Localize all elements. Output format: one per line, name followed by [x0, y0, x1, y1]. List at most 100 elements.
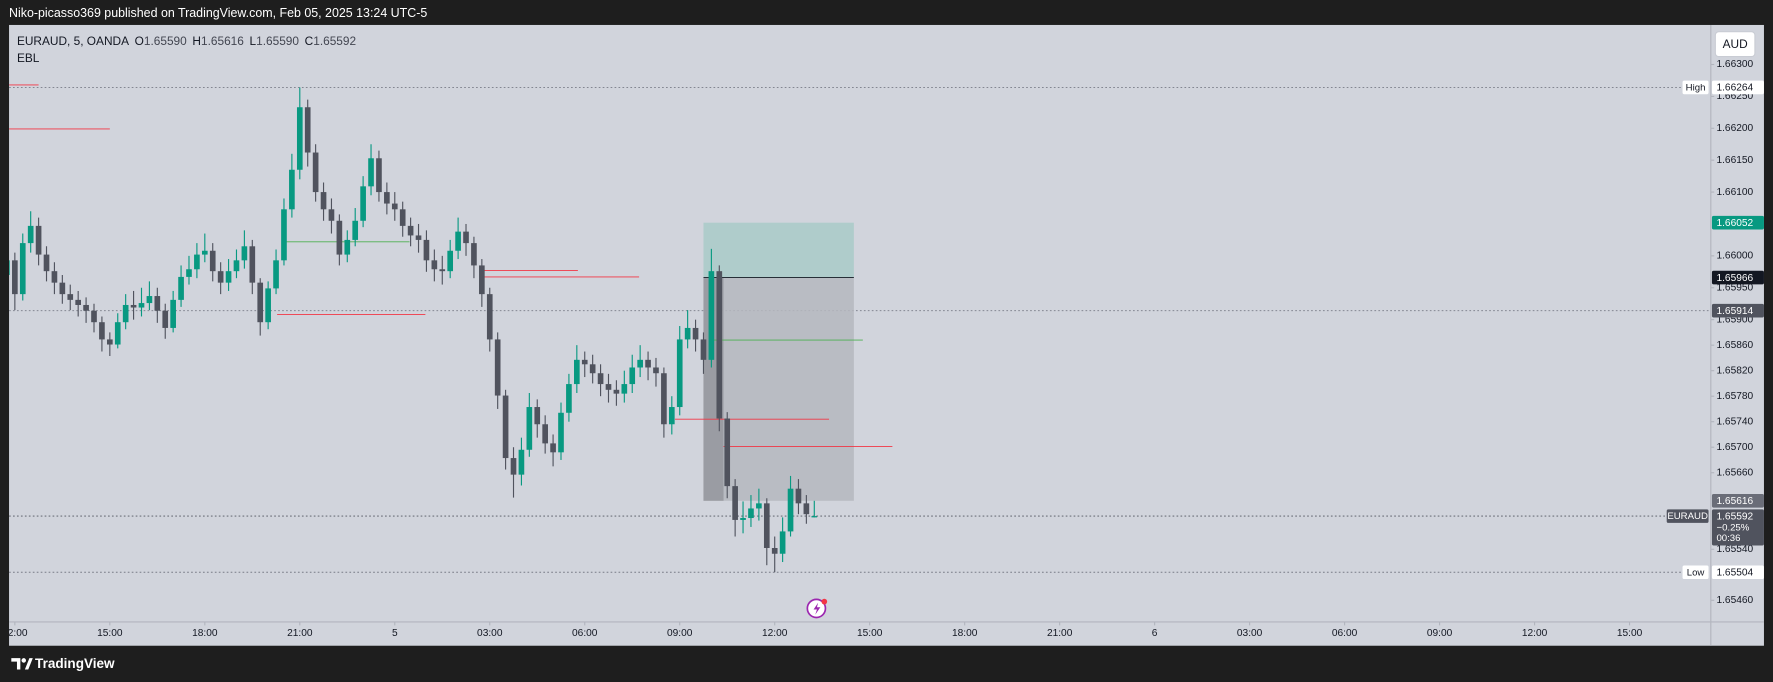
price-tag-name: Low: [1687, 567, 1705, 578]
y-tick-label: 1.65700: [1716, 442, 1753, 453]
y-tick-label: 1.65460: [1716, 595, 1753, 606]
candle-body: [217, 271, 224, 283]
candle-body: [122, 304, 129, 323]
candle-body: [574, 359, 580, 385]
candle-body: [423, 239, 430, 261]
candle-body: [336, 220, 343, 255]
candle-body: [534, 407, 541, 425]
candle-body: [779, 531, 786, 554]
x-tick-label: 09:00: [667, 628, 693, 639]
currency-button[interactable]: [1714, 31, 1756, 58]
candle-body: [510, 458, 517, 475]
candle-body: [581, 359, 588, 365]
candle-body: [566, 384, 572, 413]
candle-body: [27, 225, 34, 244]
candle-body: [787, 488, 794, 532]
candle-body: [368, 158, 374, 187]
logo-slash: [24, 658, 33, 670]
legend-key: C: [305, 34, 314, 48]
candle-body: [407, 225, 414, 236]
price-tag-label: 1.66264: [1716, 83, 1753, 94]
candle-body: [399, 209, 406, 226]
brand-name: TradingView: [35, 656, 115, 671]
x-tick-label: 06:00: [1332, 628, 1358, 639]
last-price-change: −0.25%: [1716, 523, 1749, 534]
candle-body: [676, 339, 683, 408]
price-tag-name: High: [1686, 83, 1706, 94]
legend-value: 1.65592: [313, 34, 356, 48]
price-tag: [1711, 303, 1764, 318]
candle-body: [415, 235, 422, 240]
x-tick-label: 21:00: [287, 628, 313, 639]
publish-info: Niko-picasso369 published on TradingView…: [9, 6, 427, 20]
candle-body: [486, 294, 493, 340]
candle-body: [186, 269, 192, 277]
price-tag: [1711, 80, 1764, 95]
candle-body: [114, 322, 121, 345]
price-tag-name-box: [1682, 80, 1709, 95]
candle-body: [605, 384, 612, 390]
candle-body: [201, 250, 208, 255]
candle-body: [83, 304, 89, 311]
candle-body: [35, 225, 42, 255]
candle-body: [99, 322, 105, 340]
candle-body: [803, 503, 810, 515]
x-tick-label: 21:00: [1047, 628, 1073, 639]
candle-body: [296, 107, 303, 170]
alert-icon-dot[interactable]: [821, 598, 828, 605]
legend-key: L: [250, 34, 257, 48]
candle-body: [162, 310, 169, 328]
candle-body: [431, 260, 438, 270]
candle-body: [542, 424, 548, 444]
candle-body: [439, 269, 446, 272]
candle-body: [502, 395, 509, 459]
brand-logo: [11, 658, 33, 670]
candle-body: [732, 486, 738, 520]
candle-body: [130, 304, 137, 308]
candle-body: [91, 310, 97, 323]
candle-body: [479, 265, 485, 295]
candle-body: [384, 192, 390, 204]
candle-body: [692, 327, 699, 340]
candle-body: [75, 299, 81, 305]
candle-body: [740, 518, 746, 520]
candle-body: [668, 407, 675, 425]
candle-body: [463, 231, 469, 244]
candle-body: [289, 169, 295, 210]
candle-body: [138, 303, 145, 308]
y-tick-label: 1.65740: [1716, 416, 1753, 427]
candle-body: [12, 260, 18, 295]
y-tick-label: 1.66300: [1716, 59, 1753, 70]
candle-body: [597, 373, 604, 385]
y-tick-label: 1.65660: [1716, 467, 1753, 478]
candle-body: [756, 503, 762, 509]
candle-body: [19, 243, 26, 295]
alert-icon[interactable]: [806, 598, 828, 619]
y-tick-label: 1.66250: [1716, 91, 1753, 102]
x-tick-label: 15:00: [857, 628, 883, 639]
candle-body: [589, 364, 596, 374]
currency-button-label[interactable]: AUD: [1723, 37, 1748, 51]
logo-mark: [11, 658, 21, 670]
candle-body: [455, 231, 461, 251]
candle-body: [526, 407, 533, 450]
price-tag-name-box: [1682, 565, 1709, 580]
price-tag-label: 1.65504: [1716, 567, 1753, 578]
y-tick-label: 1.66200: [1716, 123, 1753, 134]
last-price-tag: [1711, 509, 1764, 546]
candle-body: [107, 339, 113, 345]
x-tick-label: 12:00: [2, 628, 28, 639]
time-axis: 12:00 15:00 18:00 21:00 5 03:00 06:00 09:00 12:0…: [2, 621, 1643, 639]
candle-body: [376, 158, 382, 193]
candle-body: [795, 488, 802, 504]
candle-body: [225, 271, 232, 283]
candle-body: [209, 250, 216, 272]
alert-icon-bolt[interactable]: [813, 602, 821, 615]
candle-body: [265, 288, 271, 323]
y-tick-label: 1.65780: [1716, 391, 1753, 402]
candle-body: [146, 296, 153, 304]
symbol-tag-box: [1666, 509, 1709, 523]
candle-body: [273, 260, 279, 289]
legend-value: 1.65590: [256, 34, 299, 48]
candle-body: [43, 254, 50, 272]
